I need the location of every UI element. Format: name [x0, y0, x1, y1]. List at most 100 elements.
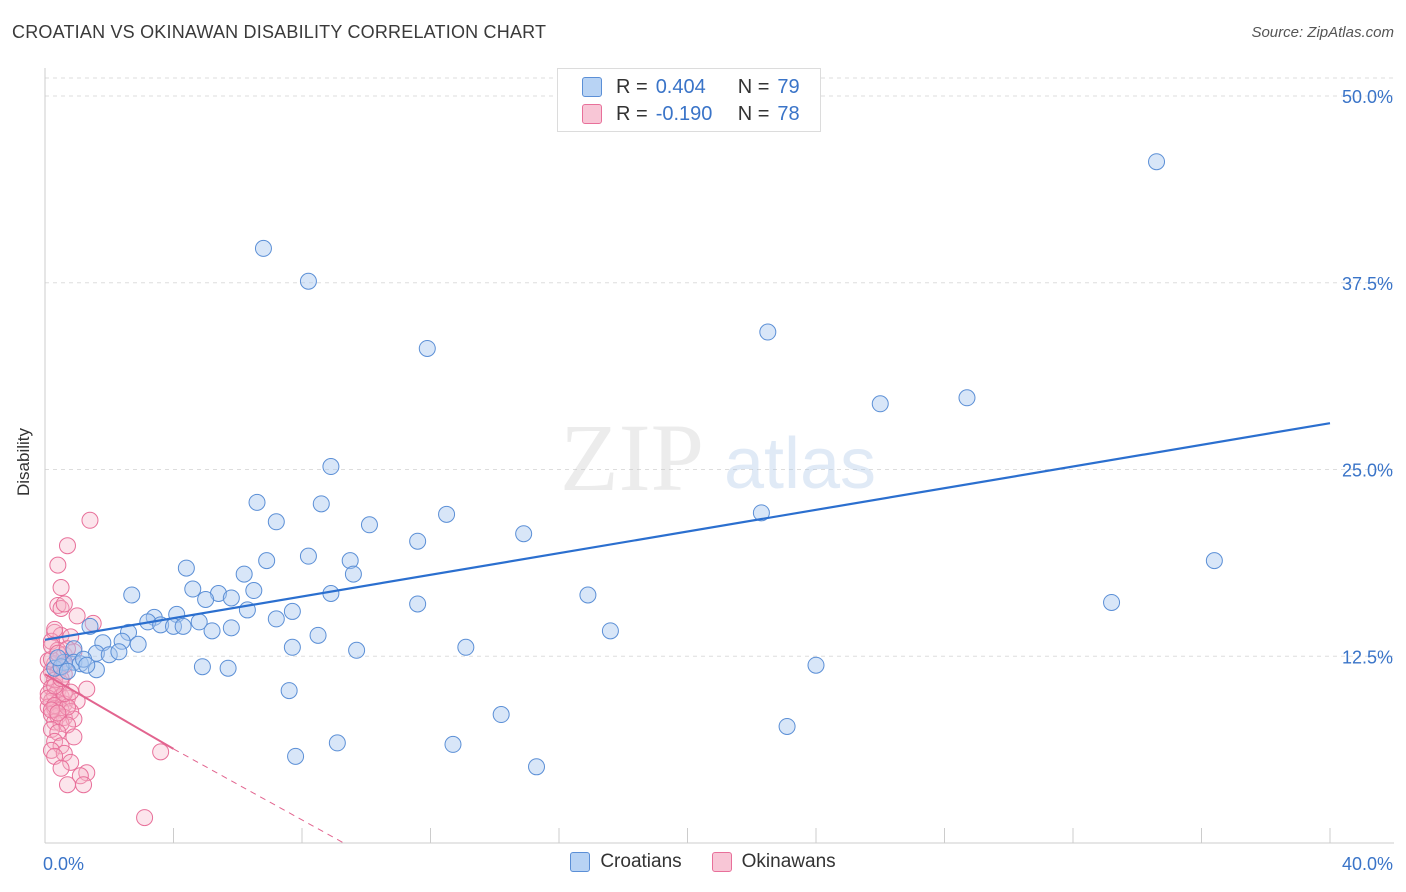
croatian-point: [752, 504, 770, 522]
legend-r-label: R =: [616, 102, 648, 125]
okinawan-point: [49, 723, 67, 741]
croatian-point: [341, 552, 359, 570]
croatian-point: [87, 661, 105, 679]
croatian-point: [444, 735, 462, 753]
y-tick-label: 37.5%: [1342, 274, 1393, 294]
legend-n-label: N =: [737, 102, 770, 125]
croatian-point: [254, 239, 272, 257]
croatian-point: [807, 656, 825, 674]
okinawan-point: [52, 714, 70, 732]
okinawan-point: [81, 511, 99, 529]
croatian-point: [71, 655, 89, 673]
legend-n-label: N =: [737, 75, 770, 98]
croatian-point: [601, 622, 619, 640]
chart-title: CROATIAN VS OKINAWAN DISABILITY CORRELAT…: [12, 22, 547, 42]
y-tick-label: 12.5%: [1342, 647, 1393, 667]
croatian-point: [177, 559, 195, 577]
croatian-point: [123, 586, 141, 604]
series-swatch-pink: [711, 852, 732, 872]
croatian-point: [267, 610, 285, 628]
okinawan-point: [49, 596, 67, 614]
legend-swatch-blue: [582, 77, 602, 97]
croatian-point: [287, 747, 305, 765]
tick-labels: 12.5% 25.0% 37.5% 50.0% 0.0% 40.0%: [43, 87, 1393, 874]
croatian-point: [113, 632, 131, 650]
croatian-point: [174, 617, 192, 635]
okinawan-point: [136, 809, 154, 827]
croatian-point: [49, 649, 67, 667]
correlation-legend: R = 0.404 N = 79 R = -0.190 N = 78: [557, 68, 821, 132]
croatians-trend-line: [44, 422, 1331, 641]
legend-swatch-pink: [582, 104, 602, 124]
croatian-point: [322, 458, 340, 476]
croatian-point: [360, 516, 378, 534]
croatian-point: [120, 623, 138, 641]
okinawan-point: [52, 759, 70, 777]
croatian-point: [245, 582, 263, 600]
croatian-point: [348, 641, 366, 659]
okinawan-point: [49, 556, 67, 574]
okinawan-point: [62, 683, 80, 701]
series-label-croatians: Croatians: [600, 851, 682, 872]
croatians-points: [46, 153, 1223, 776]
croatian-point: [871, 395, 889, 413]
croatian-point: [222, 619, 240, 637]
legend-r-value: -0.190: [655, 102, 713, 125]
legend-n-value: 78: [777, 102, 800, 125]
croatian-point: [1103, 593, 1121, 611]
croatian-point: [344, 565, 362, 583]
croatian-point: [438, 505, 456, 523]
legend-row-okinawans: R = -0.190 N = 78: [582, 101, 800, 127]
y-tick-label: 50.0%: [1342, 87, 1393, 107]
legend-row-croatians: R = 0.404 N = 79: [582, 74, 800, 100]
croatian-point: [219, 659, 237, 677]
series-legend-okinawans: Okinawans: [711, 851, 836, 873]
okinawan-point: [46, 620, 64, 638]
trend-lines: [44, 422, 1331, 844]
croatian-point: [299, 547, 317, 565]
series-swatch-blue: [570, 852, 591, 872]
okinawan-point: [65, 728, 83, 746]
croatian-point: [248, 493, 266, 511]
croatian-point: [492, 706, 510, 724]
okinawan-point: [52, 599, 70, 617]
croatian-point: [309, 626, 327, 644]
croatian-point: [312, 495, 330, 513]
croatian-point: [58, 662, 76, 680]
croatian-point: [1205, 552, 1223, 570]
legend-r-label: R =: [616, 75, 648, 98]
x-tick-label-min: 0.0%: [43, 854, 84, 874]
croatian-point: [78, 656, 96, 674]
croatian-point: [515, 525, 533, 543]
croatian-point: [280, 682, 298, 700]
croatian-point: [129, 635, 147, 653]
watermark-zip: ZIP: [560, 404, 704, 511]
okinawan-point: [62, 753, 80, 771]
croatian-point: [409, 532, 427, 550]
croatian-point: [65, 653, 83, 671]
okinawan-point: [78, 680, 96, 698]
x-tick-label-max: 40.0%: [1342, 854, 1393, 874]
legend-r-value: 0.404: [655, 75, 706, 98]
okinawans-trend-line: [44, 673, 175, 750]
croatian-point: [46, 659, 64, 677]
croatian-point: [528, 758, 546, 776]
croatian-point: [1148, 153, 1166, 171]
croatian-point: [958, 389, 976, 407]
croatian-point: [81, 617, 99, 635]
legend-n-value: 79: [777, 75, 800, 98]
croatian-point: [197, 590, 215, 608]
croatian-point: [267, 513, 285, 531]
watermark-atlas: atlas: [724, 424, 876, 504]
croatian-point: [283, 638, 301, 656]
croatian-point: [283, 602, 301, 620]
croatian-point: [778, 717, 796, 735]
okinawan-point: [75, 776, 93, 794]
croatian-point: [759, 323, 777, 341]
croatian-point: [579, 586, 597, 604]
croatian-point: [328, 734, 346, 752]
croatian-point: [110, 643, 128, 661]
axes: [44, 68, 1394, 844]
okinawan-point: [71, 767, 89, 785]
